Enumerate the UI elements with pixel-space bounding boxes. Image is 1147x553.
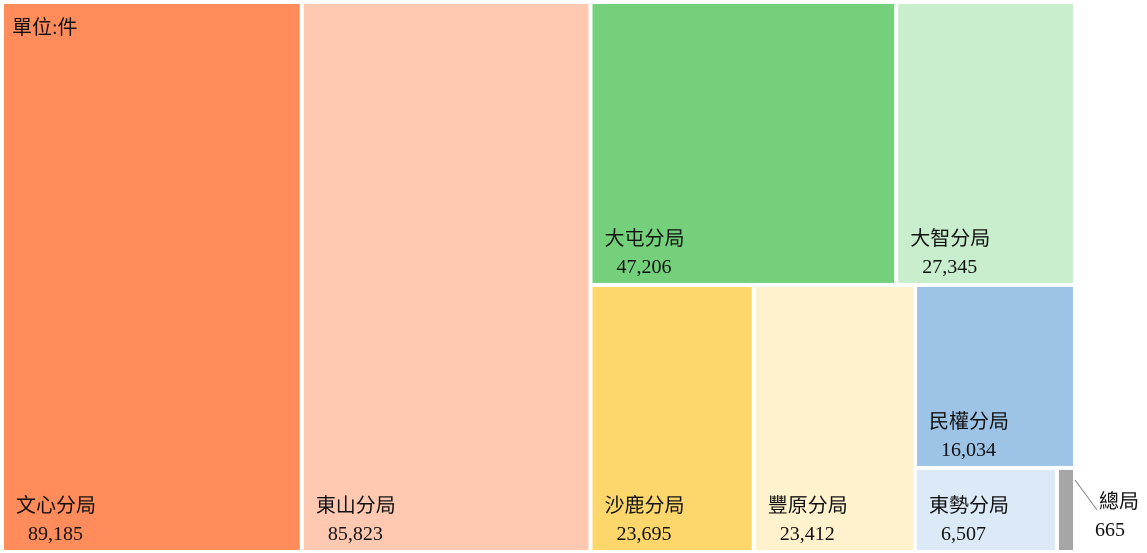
value-label: 47,206 — [616, 256, 671, 278]
value-label: 23,412 — [780, 523, 835, 545]
cell-label: 東山分局 — [316, 494, 396, 517]
value-label: 23,695 — [616, 523, 671, 545]
value-label: 6,507 — [941, 523, 986, 545]
cell-label: 大智分局 — [910, 227, 990, 250]
treemap-cell — [917, 286, 1073, 466]
treemap-cell — [592, 286, 752, 550]
value-label: 85,823 — [328, 523, 383, 545]
cell-label: 東勢分局 — [929, 494, 1009, 517]
cell-label: 大屯分局 — [604, 227, 684, 250]
treemap-cell — [592, 4, 895, 283]
value-label: 16,034 — [941, 439, 996, 461]
cell-label: 總局 — [1099, 490, 1139, 513]
treemap-cell — [898, 4, 1073, 283]
cell-label: 豐原分局 — [768, 494, 848, 517]
value-label: 27,345 — [922, 256, 977, 278]
treemap-cell — [4, 4, 300, 550]
cell-label: 沙鹿分局 — [604, 494, 684, 517]
treemap: 文心分局 89,185 東山分局 85,823 大屯分局 47,206 大智分局 27,345… — [4, 4, 1139, 550]
value-label: 665 — [1095, 519, 1125, 541]
chart-subtitle: 單位:件 — [12, 16, 78, 39]
treemap-cell — [755, 286, 914, 550]
treemap-cell — [917, 469, 1055, 550]
treemap-cell — [303, 4, 589, 550]
leader-line — [1074, 479, 1098, 511]
value-label: 89,185 — [28, 523, 83, 545]
cell-label: 民權分局 — [929, 410, 1009, 433]
cell-label: 文心分局 — [16, 494, 96, 517]
treemap-cell — [1058, 469, 1073, 550]
